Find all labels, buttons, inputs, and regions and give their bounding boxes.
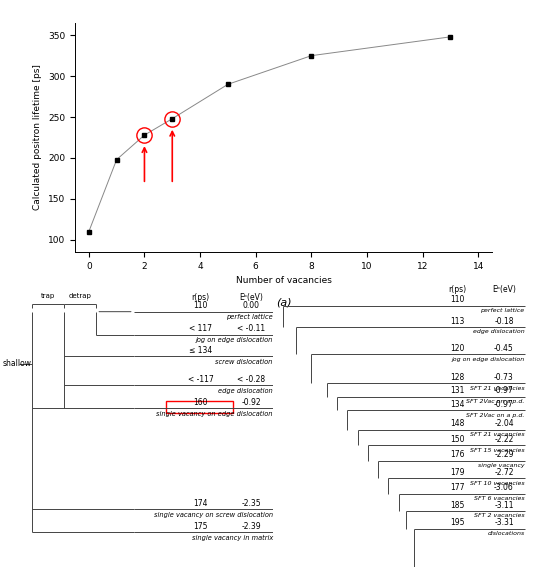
Text: SFT 10 vacancies: SFT 10 vacancies	[470, 481, 524, 485]
Text: SFT 2 vacancies: SFT 2 vacancies	[474, 513, 524, 519]
Text: (a): (a)	[276, 298, 292, 308]
Text: single vacancy in matrix: single vacancy in matrix	[192, 535, 273, 541]
Text: Eᵇ(eV): Eᵇ(eV)	[240, 293, 263, 302]
Text: 113: 113	[450, 317, 465, 325]
Text: 131: 131	[450, 386, 465, 395]
Text: < -117: < -117	[188, 375, 213, 384]
Text: detrap: detrap	[69, 293, 91, 299]
Text: < 117: < 117	[189, 324, 212, 333]
X-axis label: Number of vacancies: Number of vacancies	[235, 276, 332, 285]
Text: perfect lattice: perfect lattice	[226, 314, 273, 320]
Text: 120: 120	[450, 344, 465, 353]
Text: 134: 134	[450, 400, 465, 409]
Text: SFT 2Vac on a p.d.: SFT 2Vac on a p.d.	[466, 413, 524, 418]
Text: 179: 179	[450, 468, 465, 477]
Text: -0.18: -0.18	[494, 317, 514, 325]
Bar	[166, 401, 233, 413]
Text: 177: 177	[450, 483, 465, 492]
Text: edge dislocation: edge dislocation	[218, 387, 273, 394]
Text: trap: trap	[41, 293, 55, 299]
Text: r(ps): r(ps)	[192, 293, 210, 302]
Text: 176: 176	[450, 450, 465, 459]
Text: -0.97: -0.97	[494, 400, 514, 409]
Text: SFT 6 vacancies: SFT 6 vacancies	[474, 496, 524, 501]
Text: 174: 174	[193, 499, 208, 508]
Text: -0.97: -0.97	[494, 386, 514, 395]
Text: -3.11: -3.11	[494, 501, 514, 509]
Text: -3.06: -3.06	[494, 483, 514, 492]
Text: 0.00: 0.00	[243, 301, 260, 310]
Text: -2.39: -2.39	[242, 522, 261, 531]
Text: single vacancy on screw dislocation: single vacancy on screw dislocation	[154, 512, 273, 517]
Text: -2.72: -2.72	[494, 468, 514, 477]
Text: screw dislocation: screw dislocation	[216, 359, 273, 364]
Text: 110: 110	[194, 301, 208, 310]
Text: jog on edge dislocation: jog on edge dislocation	[451, 356, 524, 362]
Text: dislocations: dislocations	[487, 531, 524, 536]
Text: Eᵇ(eV): Eᵇ(eV)	[492, 285, 516, 295]
Text: -2.35: -2.35	[242, 499, 261, 508]
Text: 185: 185	[450, 501, 465, 509]
Text: -0.73: -0.73	[494, 373, 514, 382]
Text: 148: 148	[450, 419, 465, 428]
Text: shallow: shallow	[3, 359, 32, 368]
Text: SFT 21 vacancies: SFT 21 vacancies	[470, 386, 524, 391]
Text: SFT 2Vac on a p.d.: SFT 2Vac on a p.d.	[466, 399, 524, 404]
Text: 110: 110	[450, 295, 465, 304]
Text: r(ps): r(ps)	[449, 285, 467, 295]
Text: ≤ 134: ≤ 134	[189, 346, 212, 355]
Text: SFT 15 vacancies: SFT 15 vacancies	[470, 448, 524, 453]
Text: 160: 160	[193, 398, 208, 407]
Text: -2.04: -2.04	[494, 419, 514, 428]
Text: < -0.28: < -0.28	[238, 375, 265, 384]
Text: < -0.11: < -0.11	[238, 324, 265, 333]
Text: 195: 195	[450, 518, 465, 527]
Text: 175: 175	[193, 522, 208, 531]
Text: edge dislocation: edge dislocation	[473, 329, 524, 335]
Text: -0.45: -0.45	[494, 344, 514, 353]
Text: perfect lattice: perfect lattice	[480, 308, 524, 313]
Text: -3.31: -3.31	[494, 518, 514, 527]
Text: 150: 150	[450, 435, 465, 444]
Text: -2.22: -2.22	[494, 435, 514, 444]
Text: -2.29: -2.29	[494, 450, 514, 459]
Text: jog on edge dislocation: jog on edge dislocation	[195, 337, 273, 343]
Text: 128: 128	[450, 373, 465, 382]
Text: -0.92: -0.92	[242, 398, 261, 407]
Text: single vacancy: single vacancy	[478, 463, 524, 468]
Text: SFT 21 vacancies: SFT 21 vacancies	[470, 432, 524, 437]
Y-axis label: Calculated positron lifetime [ps]: Calculated positron lifetime [ps]	[33, 65, 42, 210]
Text: single vacancy on edge dislocation: single vacancy on edge dislocation	[156, 411, 273, 417]
